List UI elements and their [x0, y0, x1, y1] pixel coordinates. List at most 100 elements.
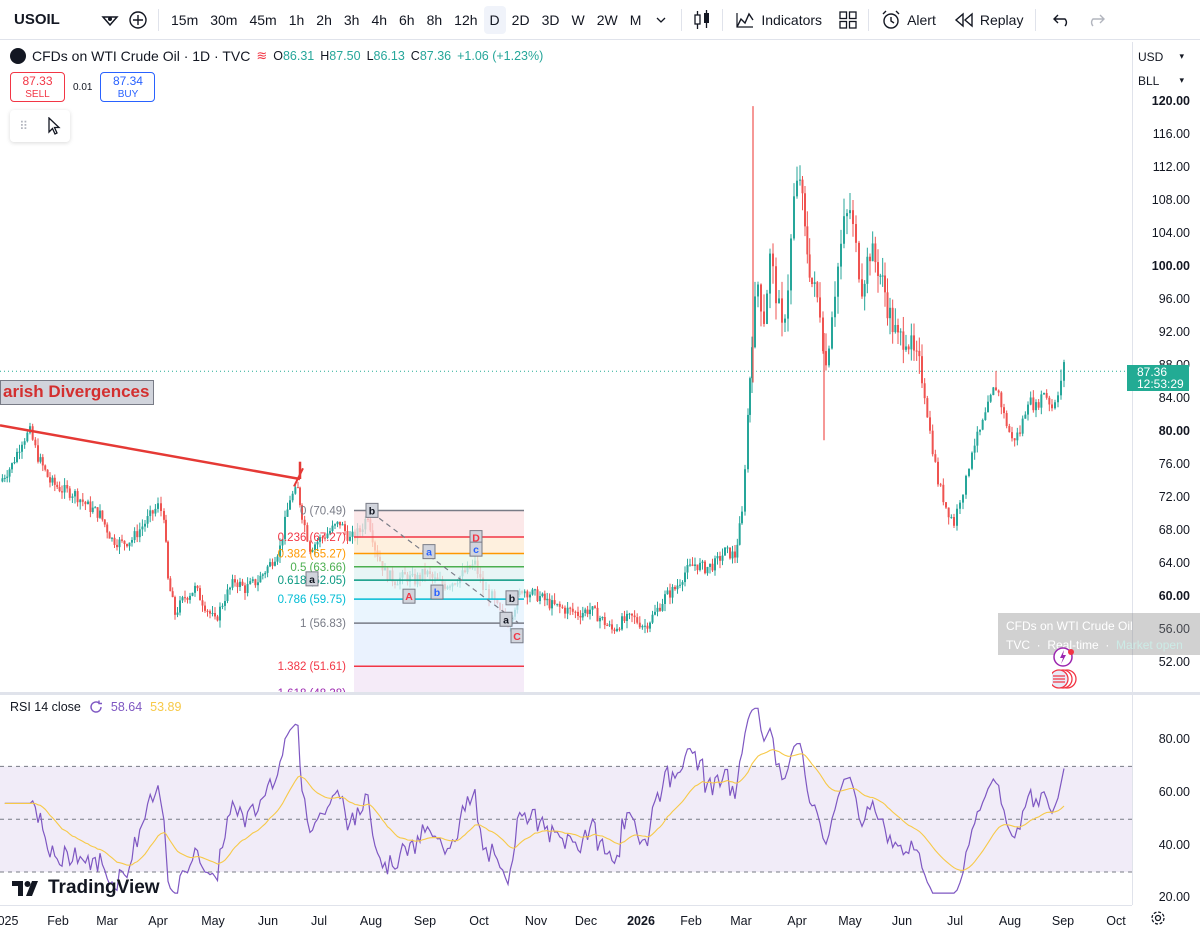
wave-label[interactable]: b	[430, 584, 444, 600]
interval-W[interactable]: W	[571, 11, 585, 28]
buy-button[interactable]: 87.34 BUY	[100, 72, 156, 102]
interval-4h[interactable]: 4h	[371, 11, 388, 28]
rsi-canvas[interactable]	[0, 695, 1132, 905]
layouts-grid-icon[interactable]	[834, 6, 862, 34]
candle-body	[13, 461, 16, 464]
symbol-info-icon[interactable]	[96, 6, 124, 34]
time-tick-label: Sep	[1051, 914, 1075, 928]
price-chart-canvas[interactable]: 0 (70.49) 0.236 (67.27) 0.382 (65.27)0.5 (…	[0, 42, 1132, 692]
interval-D[interactable]: D	[483, 5, 506, 34]
candle-body	[589, 609, 591, 615]
interval-dropdown-icon[interactable]	[647, 6, 675, 34]
cursor-arrow-icon[interactable]	[47, 117, 61, 135]
candle-body	[346, 531, 349, 541]
candle-body	[541, 593, 544, 597]
bearish-divergence-line[interactable]	[0, 424, 301, 481]
fib-band	[354, 566, 524, 581]
interval-1h[interactable]: 1h	[288, 11, 305, 28]
wave-label[interactable]: a	[305, 571, 319, 587]
candle-body	[897, 324, 899, 333]
candle-body	[884, 275, 886, 293]
candle-body	[58, 487, 61, 492]
compare-add-icon[interactable]	[124, 6, 152, 34]
symbol-name[interactable]: USOIL	[14, 11, 60, 28]
candle-body	[37, 445, 39, 462]
rsi-pane[interactable]	[0, 695, 1132, 905]
interval-6h[interactable]: 6h	[399, 11, 415, 28]
price-tick-label: 52.00	[1158, 655, 1190, 669]
svg-text:D: D	[472, 533, 480, 545]
candle-body	[616, 628, 618, 632]
wave-label[interactable]: C	[510, 628, 524, 644]
wave-label[interactable]: b	[365, 502, 379, 518]
candle-body	[891, 307, 894, 333]
candle-body	[889, 307, 891, 319]
candle-body	[259, 575, 262, 583]
candle-body	[808, 254, 811, 278]
candle-body	[923, 383, 926, 399]
refresh-icon[interactable]	[89, 700, 103, 714]
pane-divider[interactable]	[0, 692, 1200, 695]
undo-icon[interactable]	[1048, 6, 1076, 34]
sell-button[interactable]: 87.33 SELL	[10, 72, 65, 102]
candle-body	[141, 526, 144, 530]
drag-handle-icon[interactable]: ⠿	[19, 119, 29, 133]
candle-body	[825, 351, 827, 366]
interval-30m[interactable]: 30m	[210, 11, 238, 28]
wave-label[interactable]: a	[499, 611, 513, 627]
candle-body	[189, 595, 191, 600]
candle-body	[181, 597, 184, 601]
interval-12h[interactable]: 12h	[454, 11, 478, 28]
candle-body	[618, 628, 621, 630]
candle-body	[939, 484, 942, 486]
candle-body	[103, 519, 106, 525]
interval-3D[interactable]: 3D	[541, 11, 560, 28]
indicators-button[interactable]: Indicators	[729, 5, 828, 35]
candle-body	[599, 617, 601, 622]
candle-body	[666, 590, 669, 595]
replay-button[interactable]: Replay	[948, 5, 1030, 35]
price-tick-label: 112.00	[1152, 160, 1190, 174]
price-chart-pane[interactable]: 0 (70.49) 0.236 (67.27) 0.382 (65.27) 0.5 (…	[0, 42, 1132, 692]
unit-select[interactable]: BLL ▾	[1138, 74, 1184, 88]
wave-label[interactable]: c	[469, 541, 483, 557]
fib-retracement[interactable]: 0 (70.49) 0.236 (67.27) 0.382 (65.27)0.5 (…	[278, 505, 524, 692]
alert-button[interactable]: Alert	[875, 5, 942, 35]
event-markers[interactable]	[1052, 646, 1078, 692]
candle-body	[664, 594, 666, 604]
bearish-divergence-label[interactable]: arish Divergences	[0, 380, 155, 405]
interval-2h[interactable]: 2h	[316, 11, 332, 28]
redo-icon[interactable]	[1082, 6, 1110, 34]
candle-body	[1040, 394, 1043, 408]
candle-body	[1037, 402, 1040, 408]
wave-label[interactable]: D	[469, 530, 483, 546]
gear-icon[interactable]	[1150, 910, 1166, 926]
buy-price: 87.34	[112, 74, 143, 88]
interval-45m[interactable]: 45m	[249, 11, 277, 28]
interval-3h[interactable]: 3h	[343, 11, 360, 28]
symbol-search[interactable]: USOIL	[6, 5, 124, 35]
interval-15m[interactable]: 15m	[171, 11, 199, 28]
rsi-label[interactable]: RSI 14 close	[10, 700, 81, 714]
currency-select[interactable]: USD ▾	[1138, 50, 1184, 64]
candle-body	[915, 350, 918, 352]
wave-label[interactable]: a	[422, 544, 436, 560]
interval-2D[interactable]: 2D	[511, 11, 530, 28]
wave-label[interactable]: b	[505, 590, 519, 606]
candle-body	[531, 589, 534, 595]
last-price: 87.36	[1137, 365, 1168, 379]
candle-body	[855, 224, 857, 243]
legend-settings-icon[interactable]: ≋	[256, 48, 268, 63]
interval-8h[interactable]: 8h	[426, 11, 443, 28]
tradingview-watermark[interactable]: TradingView	[12, 877, 160, 899]
legend-title[interactable]: CFDs on WTI Crude Oil · 1D · TVC	[32, 48, 251, 64]
rsi-axis[interactable]: 80.00 60.00 40.00 20.00	[1132, 695, 1200, 905]
chart-type-candles-icon[interactable]	[688, 6, 716, 34]
legend-open: O86.31	[273, 49, 315, 63]
wave-label[interactable]: A	[402, 588, 416, 604]
time-axis[interactable]: 025 Feb Mar Apr May Jun Jul Aug Sep Oct Nov Dec 2026…	[0, 905, 1132, 935]
interval-2W[interactable]: 2W	[596, 11, 618, 28]
fib-band	[354, 537, 524, 554]
candle-body	[926, 398, 929, 418]
interval-M[interactable]: M	[629, 11, 642, 28]
